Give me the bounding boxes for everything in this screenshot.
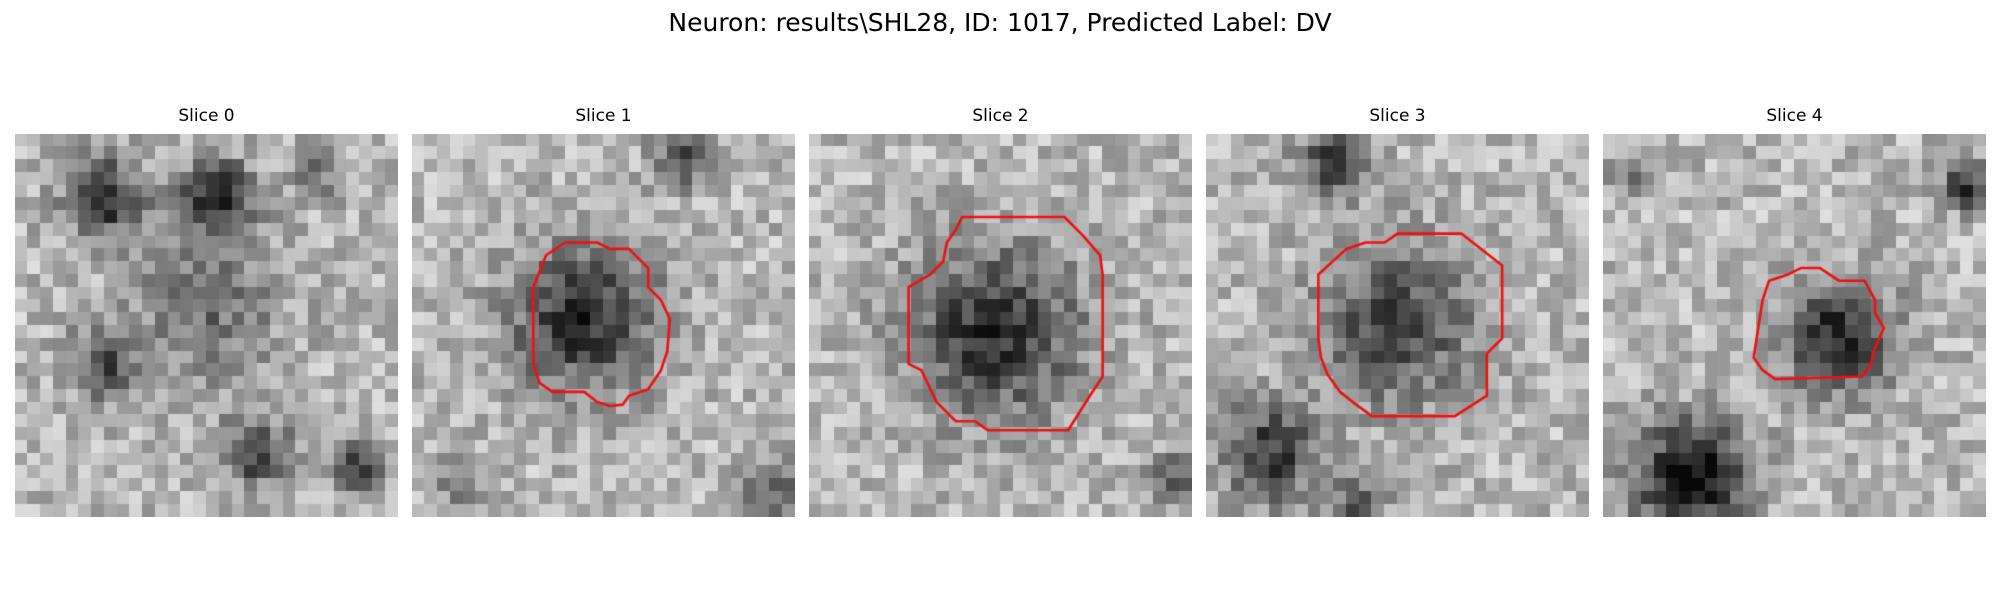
slice-image-0 <box>15 134 398 517</box>
slice-panel-0: Slice 0 <box>15 104 398 530</box>
slice-panel-1: Slice 1 <box>412 104 795 530</box>
slice-image-1 <box>412 134 795 517</box>
slice-image-2 <box>809 134 1192 517</box>
figure-title: Neuron: results\SHL28, ID: 1017, Predict… <box>668 8 1332 37</box>
slice-image-4 <box>1603 134 1986 517</box>
slice-title-1: Slice 1 <box>575 106 632 126</box>
slice-title-2: Slice 2 <box>972 106 1029 126</box>
slice-title-0: Slice 0 <box>178 106 235 126</box>
slice-title-3: Slice 3 <box>1369 106 1426 126</box>
slice-panel-4: Slice 4 <box>1603 104 1986 530</box>
slice-panel-2: Slice 2 <box>809 104 1192 530</box>
slice-image-3 <box>1206 134 1589 517</box>
slice-title-4: Slice 4 <box>1766 106 1823 126</box>
slice-panel-3: Slice 3 <box>1206 104 1589 530</box>
